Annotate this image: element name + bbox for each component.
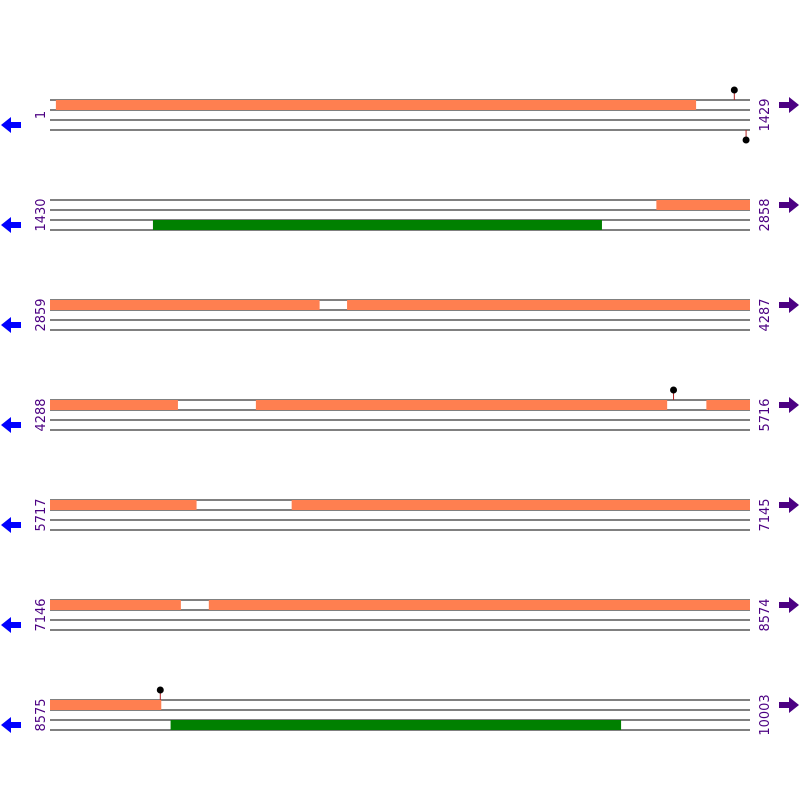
arrow-shape xyxy=(779,597,799,613)
orf-forward-bar[interactable] xyxy=(55,100,697,110)
arrow-left-icon[interactable] xyxy=(1,617,21,633)
start-position-label: 4288 xyxy=(34,398,49,431)
arrow-right-icon[interactable] xyxy=(779,397,799,413)
arrow-shape xyxy=(1,517,21,533)
start-position-label: 1430 xyxy=(34,198,49,231)
end-position-label: 5716 xyxy=(758,398,773,431)
sequence-row: 1 1429 xyxy=(1,86,799,144)
arrow-shape xyxy=(1,317,21,333)
orf-forward-bar[interactable] xyxy=(291,500,750,510)
orf-reverse-bar[interactable] xyxy=(170,720,622,730)
lollipop-marker-icon[interactable] xyxy=(670,386,678,401)
orf-forward-bar[interactable] xyxy=(50,600,181,610)
start-position-label: 2859 xyxy=(34,298,49,331)
orf-forward-bar[interactable] xyxy=(255,400,668,410)
arrow-right-icon[interactable] xyxy=(779,497,799,513)
arrow-left-icon[interactable] xyxy=(1,117,21,133)
arrow-left-icon[interactable] xyxy=(1,417,21,433)
arrow-right-icon[interactable] xyxy=(779,297,799,313)
orf-forward-bar[interactable] xyxy=(347,300,750,310)
arrow-shape xyxy=(1,617,21,633)
lollipop-marker-icon[interactable] xyxy=(156,686,164,701)
start-position-label: 1 xyxy=(34,111,49,119)
arrow-left-icon[interactable] xyxy=(1,517,21,533)
arrow-right-icon[interactable] xyxy=(779,97,799,113)
sequence-row: 2859 4287 xyxy=(1,297,799,333)
arrow-left-icon[interactable] xyxy=(1,217,21,233)
arrow-shape xyxy=(779,197,799,213)
arrow-right-icon[interactable] xyxy=(779,197,799,213)
lollipop-marker-icon[interactable] xyxy=(742,130,750,144)
end-position-label: 2858 xyxy=(758,198,773,231)
arrow-shape xyxy=(779,497,799,513)
lollipop-marker-icon[interactable] xyxy=(730,86,738,101)
end-position-label: 1429 xyxy=(758,98,773,131)
orf-forward-bar[interactable] xyxy=(50,300,320,310)
start-position-label: 5717 xyxy=(34,498,49,531)
end-position-label: 10003 xyxy=(758,694,773,735)
arrow-shape xyxy=(779,697,799,713)
sequence-row: 1430 2858 xyxy=(1,197,799,233)
sequence-row: 4288 5716 xyxy=(1,386,799,433)
orf-forward-bar[interactable] xyxy=(208,600,750,610)
sequence-row: 8575 10003 xyxy=(1,686,799,736)
orf-forward-bar[interactable] xyxy=(706,400,750,410)
orf-forward-bar[interactable] xyxy=(656,200,750,210)
arrow-left-icon[interactable] xyxy=(1,317,21,333)
orf-reverse-bar[interactable] xyxy=(152,220,602,230)
marker-head xyxy=(730,86,738,94)
arrow-shape xyxy=(779,397,799,413)
arrow-left-icon[interactable] xyxy=(1,717,21,733)
start-position-label: 7146 xyxy=(34,598,49,631)
marker-head xyxy=(742,136,750,144)
sequence-row: 7146 8574 xyxy=(1,597,799,633)
end-position-label: 4287 xyxy=(758,298,773,331)
arrow-right-icon[interactable] xyxy=(779,597,799,613)
start-position-label: 8575 xyxy=(34,698,49,731)
sequence-row: 5717 7145 xyxy=(1,497,799,533)
arrow-shape xyxy=(1,217,21,233)
marker-head xyxy=(670,386,678,394)
orf-forward-bar[interactable] xyxy=(50,500,197,510)
arrow-shape xyxy=(1,717,21,733)
end-position-label: 8574 xyxy=(758,598,773,631)
arrow-shape xyxy=(779,97,799,113)
orf-forward-bar[interactable] xyxy=(50,700,162,710)
orf-forward-bar[interactable] xyxy=(50,400,178,410)
arrow-shape xyxy=(1,117,21,133)
arrow-shape xyxy=(779,297,799,313)
arrow-right-icon[interactable] xyxy=(779,697,799,713)
marker-head xyxy=(156,686,164,694)
end-position-label: 7145 xyxy=(758,498,773,531)
arrow-shape xyxy=(1,417,21,433)
